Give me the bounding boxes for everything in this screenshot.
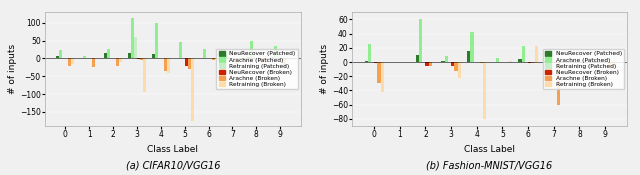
Bar <box>167 58 170 73</box>
Bar <box>374 62 378 64</box>
Bar <box>107 48 110 58</box>
Bar <box>179 43 182 58</box>
Bar <box>608 62 611 66</box>
Bar <box>378 62 381 83</box>
Bar <box>445 56 448 62</box>
Bar <box>155 23 158 58</box>
Bar <box>104 53 107 58</box>
Bar <box>203 48 205 58</box>
Bar <box>250 41 253 58</box>
Bar <box>259 58 262 62</box>
Bar <box>458 62 461 78</box>
Bar <box>248 57 250 58</box>
Bar <box>134 37 137 58</box>
Bar <box>286 58 289 60</box>
Bar <box>522 46 525 62</box>
Bar <box>212 58 214 60</box>
Bar <box>426 62 429 66</box>
Bar <box>611 62 614 75</box>
Bar <box>557 62 560 105</box>
Bar <box>140 58 143 60</box>
Bar <box>92 58 95 67</box>
Bar <box>528 62 531 64</box>
Bar <box>509 61 512 62</box>
Bar <box>480 62 483 64</box>
Bar <box>185 58 188 66</box>
Bar <box>239 58 241 60</box>
Bar <box>483 62 486 119</box>
Bar <box>419 19 422 62</box>
Bar <box>454 62 458 71</box>
Bar <box>416 55 419 62</box>
Bar <box>236 58 239 64</box>
Bar <box>429 62 432 66</box>
Bar <box>71 58 74 64</box>
Text: (a) CIFAR10/VGG16: (a) CIFAR10/VGG16 <box>125 160 220 170</box>
Bar <box>152 54 155 58</box>
Bar <box>531 62 534 64</box>
Y-axis label: # of inputs: # of inputs <box>320 44 329 94</box>
Bar <box>68 58 71 66</box>
Bar <box>595 61 598 62</box>
Y-axis label: # of inputs: # of inputs <box>8 44 17 94</box>
Bar <box>223 55 227 58</box>
Bar <box>368 44 371 62</box>
Bar <box>83 56 86 58</box>
Bar <box>544 61 547 62</box>
Bar <box>365 61 368 62</box>
Legend: NeuRecover (Patched), Arachne (Patched), Retraining (Patched), NeuRecover (Broke: NeuRecover (Patched), Arachne (Patched),… <box>543 49 624 89</box>
Bar <box>381 62 384 92</box>
Bar <box>227 51 230 58</box>
Bar <box>56 56 60 58</box>
Bar <box>131 18 134 58</box>
Bar <box>550 49 554 62</box>
Bar <box>262 58 266 66</box>
Bar <box>442 61 445 62</box>
Bar <box>119 58 122 62</box>
Bar <box>554 62 557 64</box>
Bar <box>570 61 573 62</box>
Bar <box>451 62 454 66</box>
Bar <box>60 50 63 58</box>
Bar <box>283 58 286 68</box>
Bar <box>188 58 191 69</box>
Bar <box>275 46 277 58</box>
Bar <box>467 51 470 62</box>
X-axis label: Class Label: Class Label <box>147 145 198 154</box>
Bar <box>582 62 586 64</box>
X-axis label: Class Label: Class Label <box>464 145 515 154</box>
Legend: NeuRecover (Patched), Arachne (Patched), Retraining (Patched), NeuRecover (Broke: NeuRecover (Patched), Arachne (Patched),… <box>216 49 298 89</box>
Bar <box>116 58 119 66</box>
Bar <box>518 59 522 62</box>
Bar <box>496 58 499 62</box>
Bar <box>271 57 275 58</box>
Bar <box>128 53 131 58</box>
Bar <box>137 58 140 59</box>
Bar <box>143 58 146 92</box>
Bar <box>191 58 194 121</box>
Bar <box>547 56 550 62</box>
Bar <box>164 58 167 71</box>
Bar <box>470 32 474 62</box>
Text: (b) Fashion-MNIST/VGG16: (b) Fashion-MNIST/VGG16 <box>426 160 553 170</box>
Bar <box>534 46 538 62</box>
